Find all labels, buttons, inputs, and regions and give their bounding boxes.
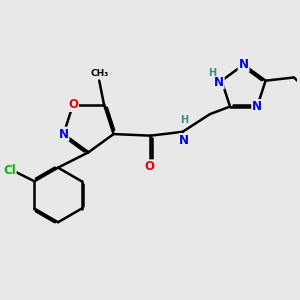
Text: CH₃: CH₃ (90, 69, 108, 78)
Text: N: N (238, 58, 249, 71)
Text: H: H (180, 115, 188, 125)
Text: N: N (58, 128, 68, 141)
Text: H: H (208, 68, 216, 78)
Text: N: N (179, 134, 189, 147)
Text: N: N (252, 100, 262, 113)
Text: N: N (214, 76, 224, 89)
Text: O: O (68, 98, 78, 111)
Text: O: O (145, 160, 155, 173)
Text: Cl: Cl (3, 164, 16, 177)
